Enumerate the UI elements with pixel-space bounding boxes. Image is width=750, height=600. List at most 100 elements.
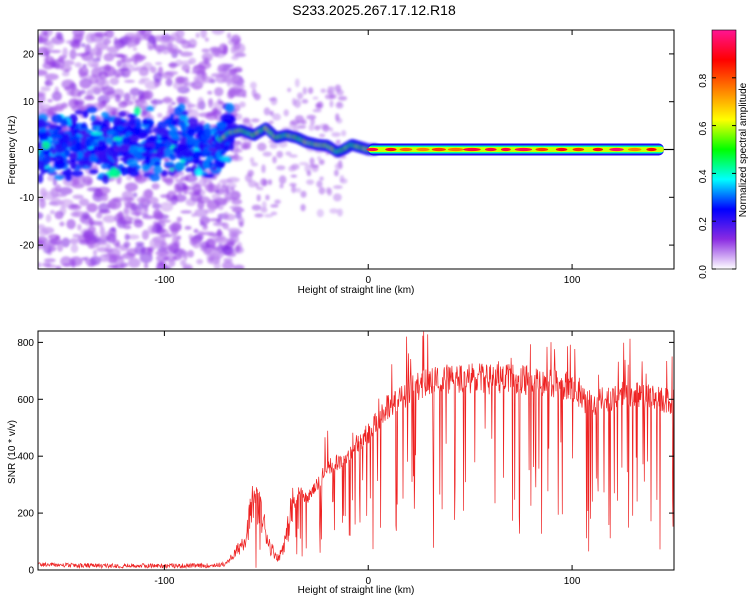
noise-blob <box>143 262 149 269</box>
noise-blob <box>279 183 284 189</box>
snr-x-tick-label: 100 <box>564 576 581 587</box>
noise-blob <box>256 194 261 202</box>
noise-blob <box>127 201 133 209</box>
noise-blob <box>96 211 103 219</box>
band-blob <box>174 161 185 172</box>
noise-blob <box>262 151 272 157</box>
noise-blob <box>44 73 59 81</box>
band-blob <box>202 160 210 170</box>
noise-blob <box>147 224 157 235</box>
band-blob <box>53 174 65 181</box>
noise-blob <box>101 86 115 96</box>
noise-blob <box>312 109 322 113</box>
noise-blob <box>185 69 190 74</box>
band-blob <box>142 146 154 151</box>
noise-blob <box>201 76 215 83</box>
noise-blob <box>71 178 80 186</box>
noise-blob <box>166 44 179 55</box>
noise-blob <box>78 198 90 207</box>
noise-blob <box>148 35 156 44</box>
band-blob <box>66 159 72 165</box>
band-blob <box>211 166 218 171</box>
band-blob <box>86 106 98 114</box>
noise-blob <box>98 202 110 213</box>
noise-blob <box>158 219 172 223</box>
noise-blob <box>70 243 79 254</box>
noise-blob <box>38 37 48 44</box>
noise-blob <box>108 201 117 209</box>
noise-blob <box>69 256 83 267</box>
band-blob <box>127 158 139 167</box>
noise-blob <box>61 71 70 77</box>
noise-blob <box>204 37 209 42</box>
noise-blob <box>341 130 347 137</box>
noise-blob <box>42 262 52 268</box>
noise-blob <box>79 89 86 95</box>
band-blob <box>217 121 226 132</box>
band-blob <box>112 136 123 142</box>
noise-blob <box>214 87 224 97</box>
noise-blob <box>134 174 147 184</box>
noise-blob <box>132 47 138 51</box>
noise-blob <box>312 96 319 100</box>
noise-blob <box>144 91 152 100</box>
noise-blob <box>116 59 123 68</box>
noise-blob <box>319 176 324 181</box>
noise-blob <box>42 191 56 200</box>
band-blob <box>163 118 172 124</box>
noise-blob <box>174 183 179 193</box>
noise-blob <box>52 58 65 70</box>
carrier-peak <box>555 147 568 152</box>
noise-blob <box>174 76 186 85</box>
colorbar-gradient <box>711 29 737 270</box>
noise-blob <box>263 213 274 218</box>
noise-blob <box>38 92 46 104</box>
noise-blob <box>147 45 154 51</box>
noise-blob <box>55 184 62 192</box>
noise-blob <box>87 59 99 68</box>
noise-blob <box>155 61 163 66</box>
noise-blob <box>249 157 255 164</box>
noise-blob <box>54 103 65 113</box>
noise-blob <box>127 234 140 240</box>
noise-blob <box>339 174 345 183</box>
noise-blob <box>197 230 205 237</box>
noise-blob <box>180 60 193 66</box>
band-blob <box>78 159 87 167</box>
band-blob <box>194 150 201 159</box>
noise-blob <box>159 201 174 212</box>
band-blob <box>38 160 45 170</box>
noise-blob <box>323 126 332 130</box>
band-blob <box>181 110 189 116</box>
carrier-peak <box>572 147 585 152</box>
carrier-peak <box>484 147 497 152</box>
noise-blob <box>233 42 246 54</box>
snr-y-tick-label: 200 <box>17 509 34 520</box>
noise-blob <box>124 182 138 192</box>
noise-blob <box>39 198 46 209</box>
noise-blob <box>263 107 271 116</box>
noise-blob <box>109 77 120 86</box>
noise-blob <box>138 67 149 77</box>
band-blob <box>187 127 196 137</box>
noise-blob <box>38 229 50 237</box>
noise-blob <box>289 182 297 187</box>
spectrogram-y-tick-label: -10 <box>20 193 35 204</box>
noise-blob <box>164 176 174 186</box>
noise-blob <box>176 235 182 240</box>
noise-blob <box>251 88 257 98</box>
noise-blob <box>304 164 312 173</box>
band-blob <box>74 109 84 115</box>
noise-blob <box>150 66 157 74</box>
noise-blob <box>89 255 101 266</box>
noise-blob <box>329 100 334 108</box>
carrier-peak <box>416 147 430 152</box>
band-blob <box>100 163 111 170</box>
noise-blob <box>144 196 159 205</box>
noise-blob <box>270 211 278 216</box>
noise-blob <box>331 132 341 138</box>
noise-blob <box>261 164 266 174</box>
noise-blob <box>186 108 199 120</box>
noise-blob <box>40 86 51 92</box>
band-blob <box>98 139 104 147</box>
